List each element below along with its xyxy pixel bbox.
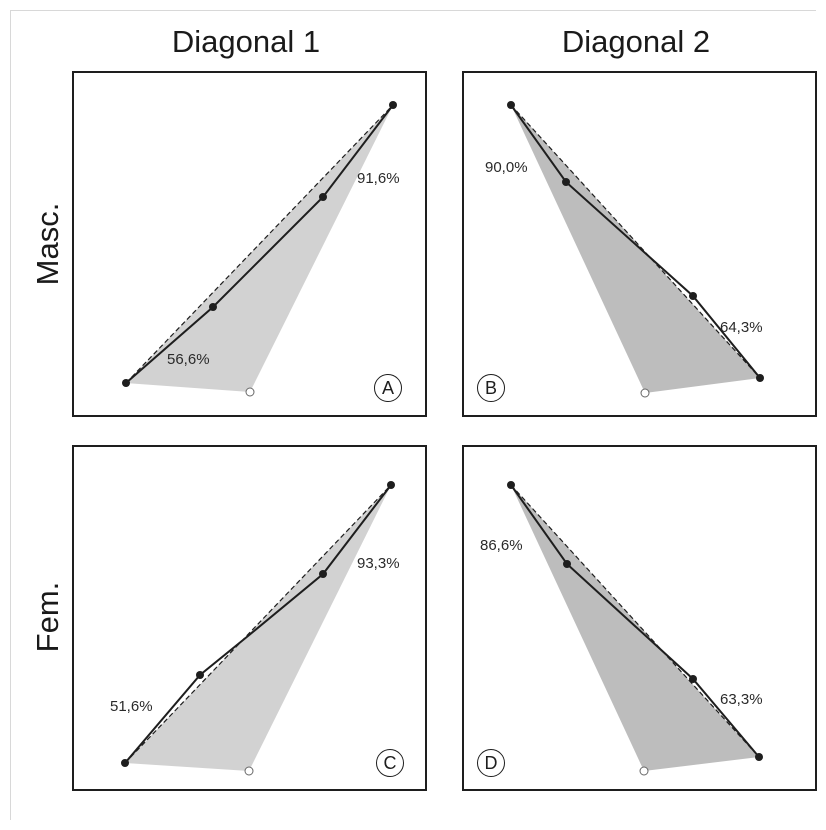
data-point (756, 374, 764, 382)
data-point (563, 560, 571, 568)
column-title-diagonal-1: Diagonal 1 (171, 24, 321, 59)
curve-line (124, 484, 392, 764)
dashed-diagonal (510, 104, 761, 379)
percent-label-lower: 51,6% (110, 698, 153, 715)
data-point (507, 481, 515, 489)
shaded-region (511, 105, 760, 393)
data-point (689, 675, 697, 683)
percent-label-lower: 63,3% (720, 691, 763, 708)
shaded-region (511, 485, 759, 771)
shaded-region (126, 105, 393, 392)
panel-c: 93,3% 51,6% C (72, 445, 427, 791)
panel-letter-b: B (477, 374, 505, 402)
figure-frame (10, 10, 816, 820)
panel-b-plot (507, 101, 764, 398)
percent-label-upper: 93,3% (357, 555, 400, 572)
curve-line (510, 104, 761, 379)
data-point (122, 379, 130, 387)
panel-b: 90,0% 64,3% B (462, 71, 817, 417)
data-point (389, 101, 397, 109)
curve-line (510, 484, 760, 758)
dashed-diagonal (125, 104, 394, 384)
row-title-fem: Fem. (30, 581, 65, 653)
panel-letter-d: D (477, 749, 505, 777)
panel-d: 86,6% 63,3% D (462, 445, 817, 791)
percent-label-upper: 86,6% (480, 537, 523, 554)
open-point (244, 766, 254, 776)
open-point (639, 766, 649, 776)
panel-letter-c: C (376, 749, 404, 777)
data-point (209, 303, 217, 311)
data-point (689, 292, 697, 300)
data-point (319, 193, 327, 201)
percent-label-upper: 90,0% (485, 159, 528, 176)
data-point (507, 101, 515, 109)
percent-label-lower: 56,6% (167, 351, 210, 368)
row-title-masc: Masc. (30, 202, 65, 286)
data-point (319, 570, 327, 578)
dashed-diagonal (124, 484, 392, 764)
panel-c-plot (121, 481, 395, 776)
data-point (121, 759, 129, 767)
data-point (387, 481, 395, 489)
panel-letter-a: A (374, 374, 402, 402)
open-point (640, 388, 650, 398)
curve-line (125, 104, 394, 384)
data-point (562, 178, 570, 186)
panel-a: 91,6% 56,6% A (72, 71, 427, 417)
column-title-diagonal-2: Diagonal 2 (561, 24, 711, 59)
percent-label-lower: 64,3% (720, 319, 763, 336)
percent-label-upper: 91,6% (357, 170, 400, 187)
panel-a-plot (122, 101, 397, 397)
panel-d-plot (507, 481, 763, 776)
dashed-diagonal (510, 484, 760, 758)
open-point (245, 387, 255, 397)
data-point (755, 753, 763, 761)
data-point (196, 671, 204, 679)
